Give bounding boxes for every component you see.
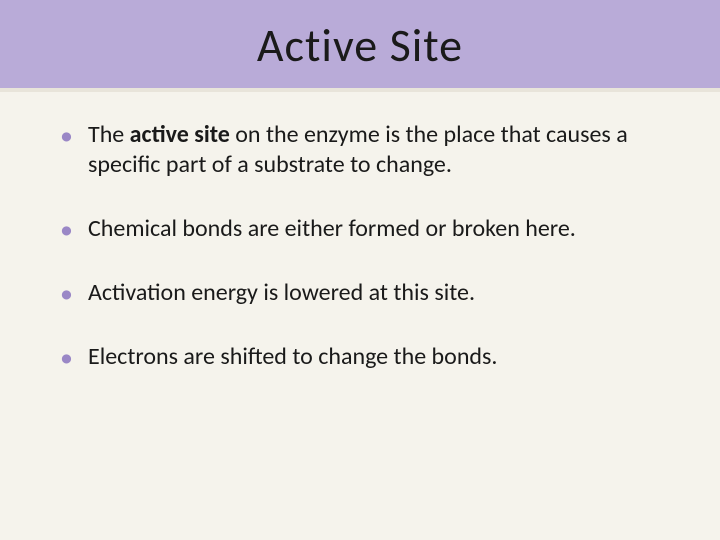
bullet-list: The active site on the enzyme is the pla… bbox=[60, 120, 660, 372]
bullet-item: Chemical bonds are either formed or brok… bbox=[60, 214, 660, 244]
slide-content: The active site on the enzyme is the pla… bbox=[0, 92, 720, 372]
bullet-text-pre: The bbox=[88, 120, 130, 149]
bullet-text-post: Activation energy is lowered at this sit… bbox=[88, 278, 475, 307]
bullet-text-post: Chemical bonds are either formed or brok… bbox=[88, 214, 576, 243]
bullet-item: Electrons are shifted to change the bond… bbox=[60, 342, 660, 372]
slide-title: Active Site bbox=[0, 18, 720, 74]
bullet-item: The active site on the enzyme is the pla… bbox=[60, 120, 660, 180]
bullet-item: Activation energy is lowered at this sit… bbox=[60, 278, 660, 308]
slide-header-band: Active Site bbox=[0, 0, 720, 92]
bullet-text-post: Electrons are shifted to change the bond… bbox=[88, 342, 498, 371]
bullet-text-bold: active site bbox=[130, 120, 230, 149]
